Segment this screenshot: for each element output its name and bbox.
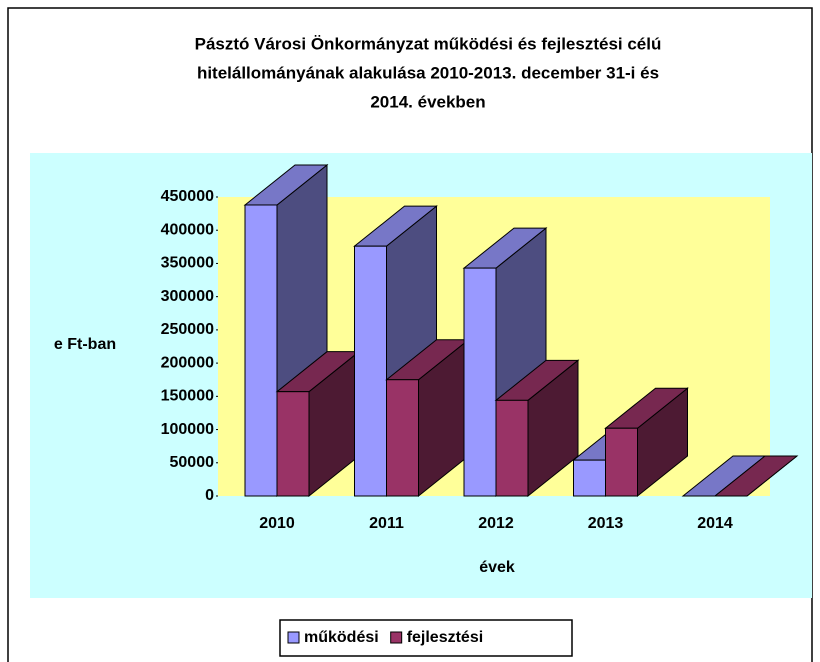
y-tick-label: 200000 xyxy=(161,354,214,371)
chart-title: 2014. években xyxy=(370,92,485,111)
bar xyxy=(495,399,529,497)
legend-label: működési xyxy=(304,629,379,646)
y-tick-label: 250000 xyxy=(161,321,214,338)
bar xyxy=(573,459,606,497)
y-tick-label: 450000 xyxy=(161,188,214,205)
x-axis-title: évek xyxy=(479,559,515,576)
bar xyxy=(386,379,419,497)
chart-title: Pásztó Városi Önkormányzat működési és f… xyxy=(195,34,662,53)
bar-top xyxy=(713,455,799,497)
x-tick-label: 2013 xyxy=(588,515,624,532)
x-tick-label: 2010 xyxy=(259,515,295,532)
legend-swatch xyxy=(287,631,300,644)
y-tick-label: 0 xyxy=(205,487,214,504)
y-tick-label: 300000 xyxy=(161,288,214,305)
chart-title: hitelállományának alakulása 2010-2013. d… xyxy=(197,63,659,82)
y-tick-label: 50000 xyxy=(170,454,215,471)
x-tick-label: 2012 xyxy=(478,515,514,532)
bar xyxy=(463,267,497,497)
y-tick-label: 400000 xyxy=(161,221,214,238)
legend-swatch xyxy=(390,631,403,644)
y-tick-label: 100000 xyxy=(161,421,214,438)
x-tick-label: 2014 xyxy=(697,515,733,532)
legend-box xyxy=(279,619,573,657)
y-tick-label: 350000 xyxy=(161,255,214,272)
bar xyxy=(605,427,638,497)
legend-label: fejlesztési xyxy=(407,629,483,646)
bar xyxy=(354,245,387,497)
x-tick-label: 2011 xyxy=(369,515,404,532)
y-axis-title: e Ft-ban xyxy=(54,336,116,353)
bar xyxy=(276,391,310,497)
bar xyxy=(244,204,278,497)
y-tick-label: 150000 xyxy=(161,388,214,405)
